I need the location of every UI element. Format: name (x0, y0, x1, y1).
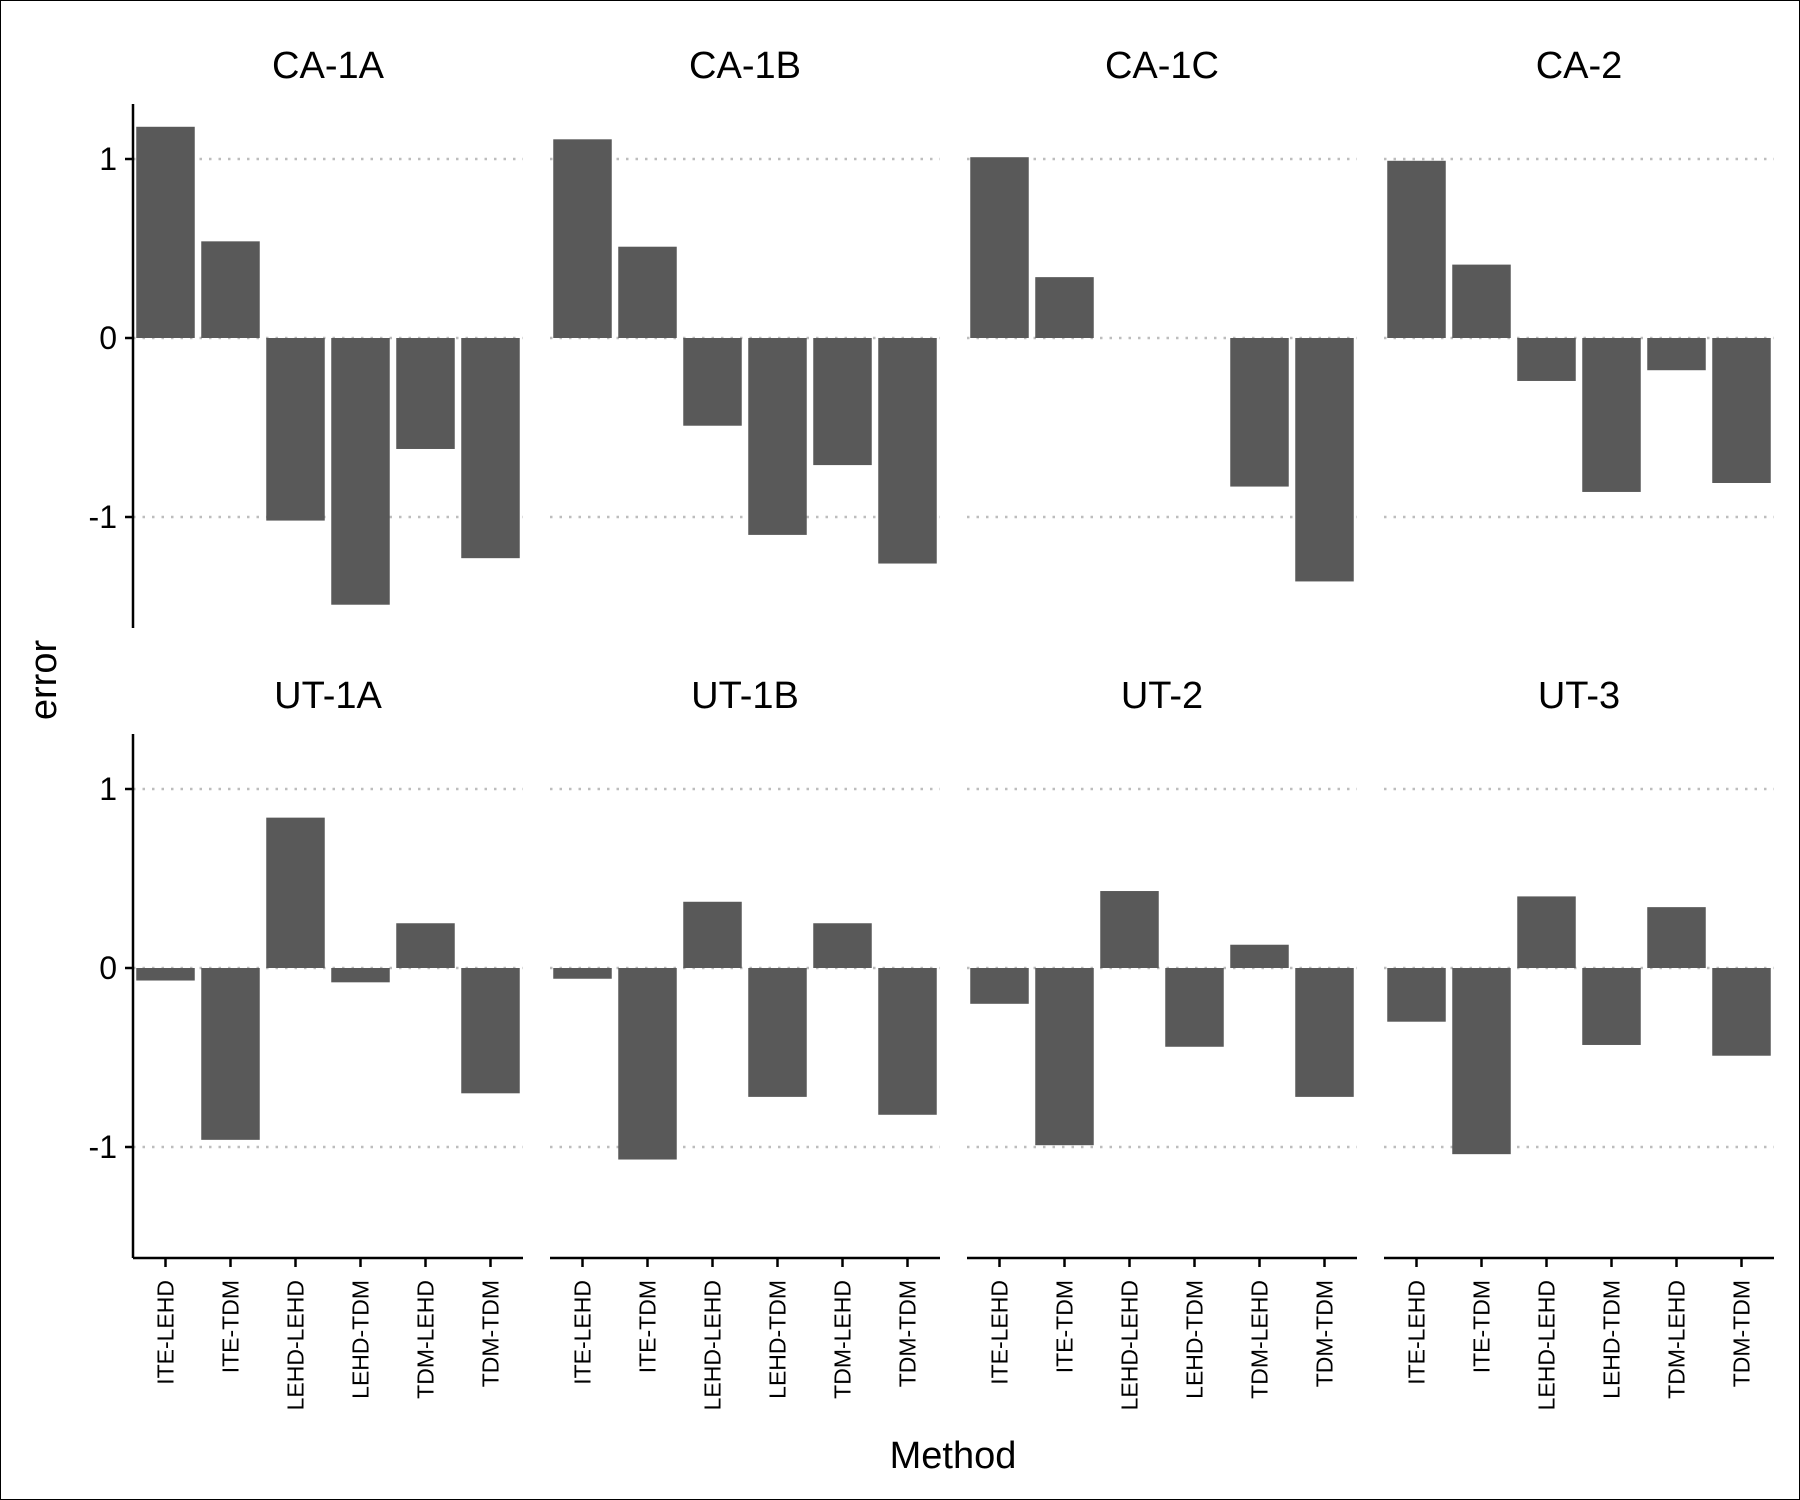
bar-ca-1a-ite-lehd (136, 126, 195, 338)
bar-ca-2-lehd-tdm (1582, 338, 1641, 492)
panel-ca-2: CA-2 (1384, 45, 1774, 519)
x-tick-label: TDM-LEHD (413, 1280, 439, 1399)
bar-ut-3-lehd-tdm (1582, 968, 1641, 1045)
bar-ut-1b-ite-lehd (553, 968, 612, 979)
bar-ca-1a-lehd-lehd (266, 338, 325, 521)
panel-title: CA-1C (1105, 45, 1219, 87)
bar-ca-1a-tdm-tdm (461, 338, 520, 559)
bar-ut-1b-tdm-lehd (813, 923, 872, 968)
x-tick-label: LEHD-TDM (1599, 1280, 1625, 1399)
panel-title: CA-1B (689, 45, 801, 87)
bar-ut-1b-ite-tdm (618, 968, 677, 1160)
bar-ca-2-tdm-tdm (1712, 338, 1771, 483)
panel-title: CA-1A (272, 45, 385, 87)
y-tick-label: -1 (89, 1129, 117, 1165)
x-tick-label: ITE-LEHD (1404, 1280, 1430, 1385)
bar-ca-2-ite-lehd (1387, 160, 1446, 338)
y-tick-label: 0 (99, 320, 117, 356)
x-tick-label: ITE-LEHD (570, 1280, 596, 1385)
bar-ca-1a-lehd-tdm (331, 338, 390, 605)
panel-title: UT-1B (691, 675, 799, 717)
panel-ca-1c: CA-1C (967, 45, 1357, 582)
x-tick-label: TDM-TDM (478, 1280, 504, 1387)
bar-ut-1a-ite-tdm (201, 968, 260, 1140)
bar-ut-1b-lehd-lehd (683, 901, 742, 968)
bar-ca-1b-lehd-tdm (748, 338, 807, 535)
panel-ca-1a: CA-1A 1 0 -1 (89, 45, 523, 628)
bar-ut-1a-tdm-tdm (461, 968, 520, 1094)
x-tick-label: LEHD-TDM (348, 1280, 374, 1399)
bar-ut-3-tdm-tdm (1712, 968, 1771, 1056)
x-axis-title: Method (890, 1435, 1017, 1477)
x-tick-label: TDM-TDM (895, 1280, 921, 1387)
x-tick-label: LEHD-LEHD (1534, 1280, 1560, 1410)
bar-ca-1c-tdm-tdm (1295, 338, 1354, 582)
bar-ut-2-tdm-lehd (1230, 944, 1289, 968)
x-tick-label: LEHD-TDM (1182, 1280, 1208, 1399)
bar-ca-1c-ite-tdm (1035, 277, 1094, 338)
y-tick-label: 1 (99, 141, 117, 177)
y-tick-label: 0 (99, 950, 117, 986)
bar-ca-2-ite-tdm (1452, 264, 1511, 338)
bar-ca-1b-tdm-tdm (878, 338, 937, 564)
y-tick-label: 1 (99, 771, 117, 807)
bar-ut-1b-lehd-tdm (748, 968, 807, 1097)
x-tick-label: TDM-TDM (1729, 1280, 1755, 1387)
bar-ca-2-tdm-lehd (1647, 338, 1706, 371)
x-tick-label: ITE-TDM (218, 1280, 244, 1373)
x-tick-label: ITE-LEHD (153, 1280, 179, 1385)
x-tick-label: ITE-TDM (635, 1280, 661, 1373)
bar-ut-3-lehd-lehd (1517, 896, 1576, 968)
x-tick-label: TDM-TDM (1312, 1280, 1338, 1387)
x-tick-label: ITE-LEHD (987, 1280, 1013, 1385)
x-tick-label: TDM-LEHD (1664, 1280, 1690, 1399)
y-axis-title: error (23, 640, 65, 721)
y-tick-label: -1 (89, 499, 117, 535)
bar-ca-2-lehd-lehd (1517, 338, 1576, 381)
bar-ut-1a-tdm-lehd (396, 923, 455, 968)
bar-ca-1c-ite-lehd (970, 157, 1029, 338)
x-tick-label: TDM-LEHD (1247, 1280, 1273, 1399)
bar-ut-2-ite-lehd (970, 968, 1029, 1004)
panel-ut-2: UT-2 ITE-LEHD ITE-TDM LEHD-LEHD LEHD-TDM TDM-… (967, 675, 1357, 1410)
x-tick-label: LEHD-TDM (765, 1280, 791, 1399)
x-tick-label: LEHD-LEHD (700, 1280, 726, 1410)
bar-ca-1a-ite-tdm (201, 241, 260, 338)
bar-ut-2-lehd-lehd (1100, 891, 1159, 968)
bar-ca-1b-ite-tdm (618, 246, 677, 338)
bar-ca-1b-tdm-lehd (813, 338, 872, 466)
bar-ut-3-tdm-lehd (1647, 907, 1706, 968)
chart-panels: CA-1A 1 0 -1 CA-1B CA-1C CA-2 UT-1A 1 0 -1 ITE-LEHD… (89, 45, 1774, 1410)
panel-title: UT-1A (274, 675, 382, 717)
bar-ut-1a-ite-lehd (136, 968, 195, 981)
bar-ca-1c-tdm-lehd (1230, 338, 1289, 487)
bar-ut-1b-tdm-tdm (878, 968, 937, 1115)
panel-ca-1b: CA-1B (550, 45, 940, 564)
bar-ca-1b-lehd-lehd (683, 338, 742, 426)
x-tick-label: LEHD-LEHD (283, 1280, 309, 1410)
bar-ut-3-ite-lehd (1387, 968, 1446, 1022)
bar-ut-1a-lehd-lehd (266, 817, 325, 968)
bar-ut-3-ite-tdm (1452, 968, 1511, 1155)
bar-ut-2-lehd-tdm (1165, 968, 1224, 1047)
bar-ut-1a-lehd-tdm (331, 968, 390, 983)
panel-ut-1b: UT-1B ITE-LEHD ITE-TDM LEHD-LEHD LEHD-TDM TDM… (550, 675, 940, 1410)
x-tick-label: LEHD-LEHD (1117, 1280, 1143, 1410)
panel-title: UT-3 (1538, 675, 1620, 717)
panel-title: CA-2 (1536, 45, 1623, 87)
panel-ut-3: UT-3 ITE-LEHD ITE-TDM LEHD-LEHD LEHD-TDM TDM-… (1384, 675, 1774, 1410)
x-tick-label: ITE-TDM (1052, 1280, 1078, 1373)
panel-ut-1a: UT-1A 1 0 -1 ITE-LEHD ITE-TDM LEHD-LEHD LEHD-TD… (89, 675, 523, 1410)
x-tick-label: TDM-LEHD (830, 1280, 856, 1399)
bar-ut-2-tdm-tdm (1295, 968, 1354, 1097)
bar-ut-2-ite-tdm (1035, 968, 1094, 1146)
x-tick-label: ITE-TDM (1469, 1280, 1495, 1373)
bar-ca-1a-tdm-lehd (396, 338, 455, 449)
panel-title: UT-2 (1121, 675, 1203, 717)
bar-ca-1b-ite-lehd (553, 139, 612, 338)
